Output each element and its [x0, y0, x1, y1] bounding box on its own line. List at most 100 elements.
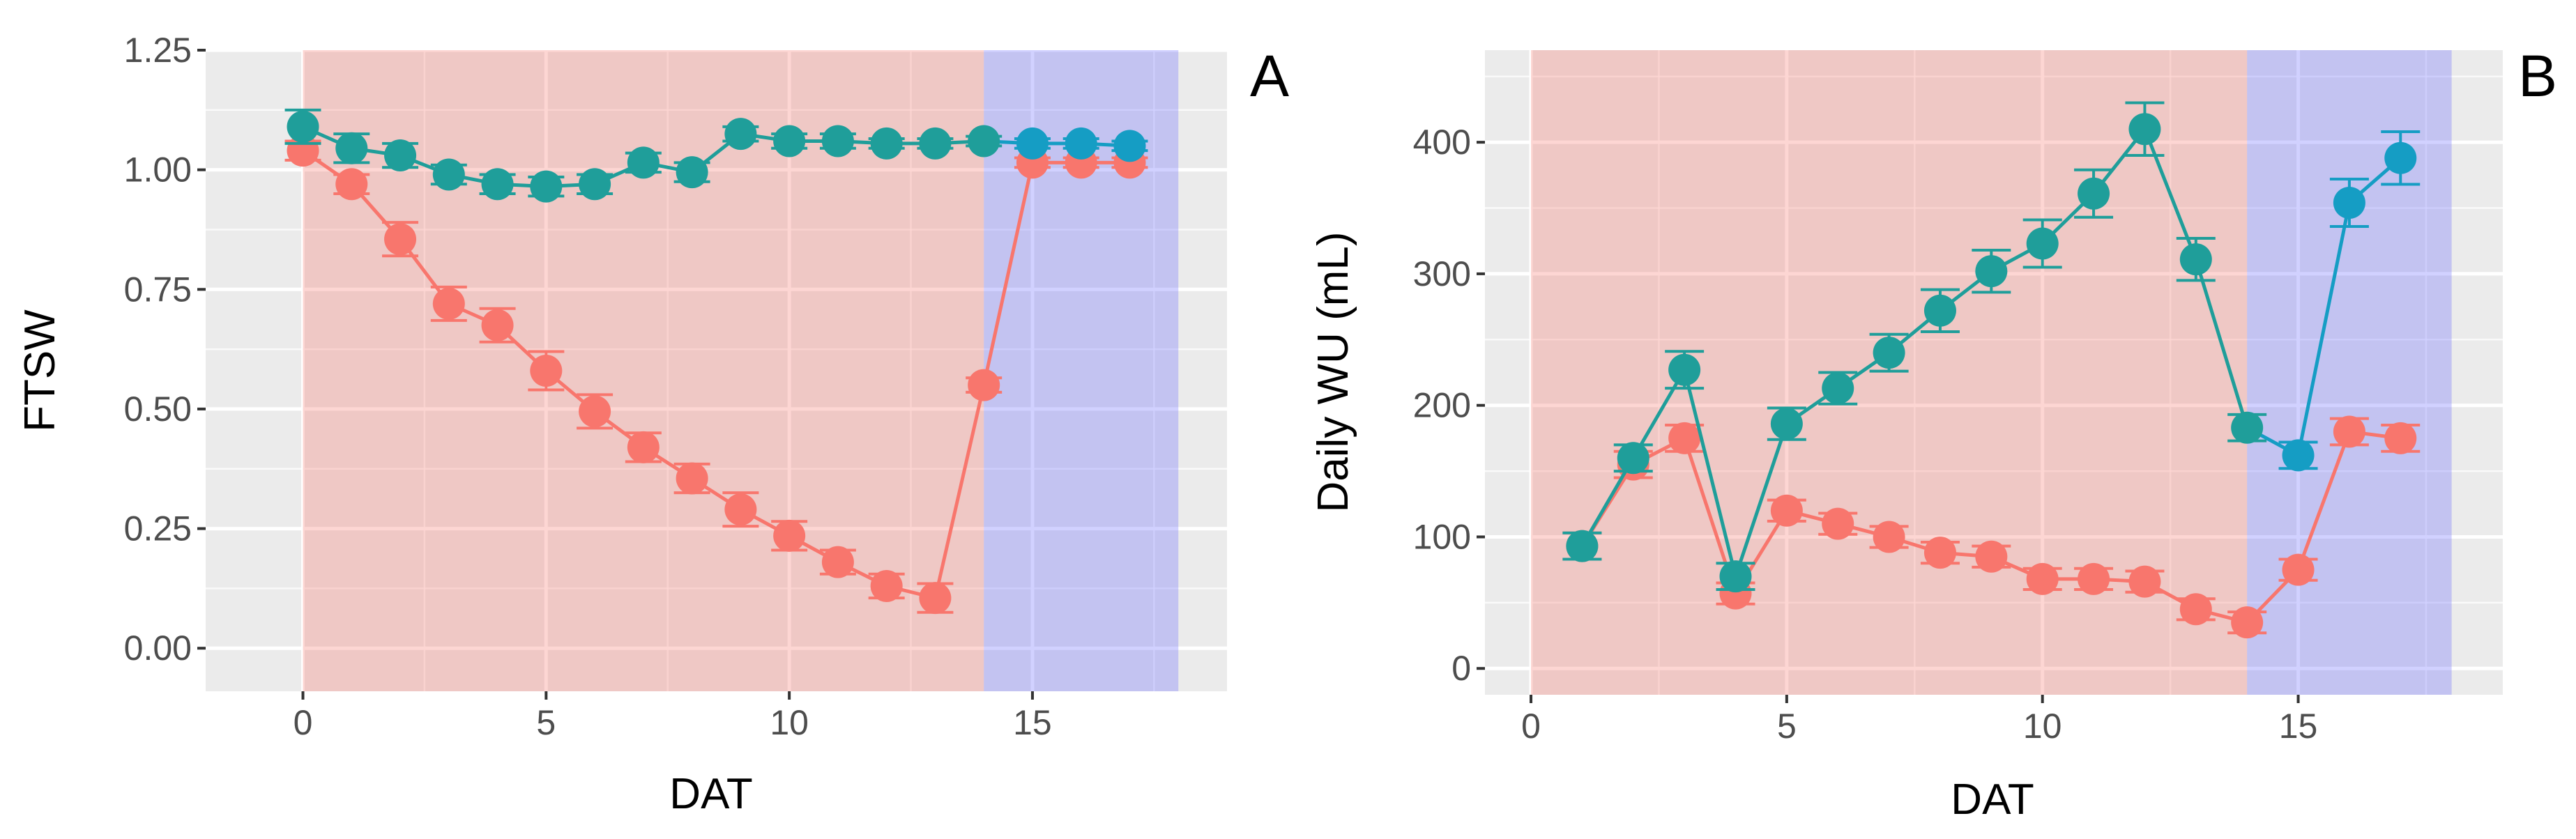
- stress-data-point: [579, 395, 611, 428]
- y-tick-label: 400: [1413, 123, 1471, 162]
- control-data-point: [2231, 411, 2264, 444]
- control-series-line: [1682, 369, 1737, 577]
- control-data-point: [1065, 127, 1097, 160]
- stress-data-point: [2282, 553, 2315, 586]
- y-tick-label: 0.25: [124, 509, 192, 548]
- panel-b-letter: B: [2518, 43, 2557, 109]
- stress-data-point: [432, 287, 465, 320]
- panel-b-series: [1562, 101, 2421, 639]
- stress-data-point: [335, 168, 368, 201]
- control-data-point: [676, 156, 708, 189]
- x-tick-label: 10: [770, 703, 809, 742]
- x-tick-label: 15: [1013, 703, 1052, 742]
- control-data-point: [530, 170, 563, 203]
- x-tick-label: 15: [2279, 707, 2318, 746]
- y-tick-label: 0: [1451, 649, 1471, 688]
- control-data-point: [1113, 130, 1146, 162]
- stress-data-point: [384, 223, 417, 256]
- control-data-point: [919, 127, 952, 160]
- control-data-point: [1016, 127, 1049, 160]
- y-tick-label: 1.00: [124, 151, 192, 190]
- panel-b: 0 100 200 300 400 0 5 10 15 DAT Daily WU (mL) B: [1309, 43, 2557, 824]
- control-data-point: [579, 168, 611, 201]
- y-tick-label: 200: [1413, 386, 1471, 425]
- panel-a-xlabel: DAT: [669, 770, 752, 818]
- x-tick-label: 0: [1521, 707, 1541, 746]
- stress-data-point: [968, 369, 1000, 401]
- panel-a-series: [284, 108, 1148, 615]
- control-data-point: [2078, 177, 2110, 210]
- stress-series-line: [2296, 431, 2352, 571]
- y-tick-label: 0.00: [124, 629, 192, 668]
- panel-b-ticks: 0 100 200 300 400 0 5 10 15: [1413, 123, 2318, 746]
- y-tick-label: 100: [1413, 517, 1471, 556]
- stress-data-point: [676, 462, 708, 495]
- control-data-point: [1873, 337, 1905, 369]
- control-data-point: [773, 125, 806, 157]
- stress-series-line: [933, 385, 986, 599]
- stress-data-point: [1822, 507, 1854, 540]
- control-data-point: [481, 168, 514, 201]
- stress-data-point: [2026, 562, 2059, 595]
- panel-a: 0.000.250.500.751.001.250 5 10 15 DAT FTSW …: [16, 31, 1289, 818]
- control-series-line: [1631, 369, 1686, 459]
- control-data-point: [2128, 113, 2161, 146]
- panel-a-background: [206, 50, 1227, 691]
- control-data-point: [1566, 530, 1599, 562]
- panel-b-xlabel: DAT: [1951, 776, 2034, 824]
- control-data-point: [1770, 408, 1803, 440]
- stress-data-point: [2384, 422, 2417, 454]
- x-tick-label: 5: [536, 703, 556, 742]
- x-tick-label: 5: [1777, 707, 1797, 746]
- y-tick-label: 300: [1413, 254, 1471, 293]
- control-data-point: [2282, 439, 2315, 472]
- y-tick-label: 0.75: [124, 270, 192, 309]
- panel-b-background: [1485, 50, 2503, 695]
- x-tick-label: 0: [294, 703, 313, 742]
- control-data-point: [432, 158, 465, 191]
- control-data-point: [2026, 227, 2059, 260]
- stress-data-point: [1975, 540, 2008, 573]
- panel-a-ylabel: FTSW: [16, 309, 64, 432]
- stress-data-point: [481, 309, 514, 341]
- stress-data-point: [919, 582, 952, 615]
- stress-data-point: [2179, 593, 2212, 626]
- stress-data-point: [1668, 422, 1701, 454]
- stress-data-point: [1873, 521, 1905, 553]
- stress-data-point: [1770, 494, 1803, 527]
- control-data-point: [870, 127, 903, 160]
- control-data-point: [1617, 442, 1649, 475]
- stress-data-point: [627, 431, 660, 463]
- panel-b-ylabel: Daily WU (mL): [1309, 232, 1357, 513]
- recovery-period-shading: [2247, 50, 2452, 695]
- stress-data-point: [724, 493, 757, 526]
- control-data-point: [1975, 255, 2008, 288]
- control-data-point: [2179, 243, 2212, 276]
- y-tick-label: 0.50: [124, 390, 192, 429]
- control-series-line: [1580, 456, 1635, 547]
- control-data-point: [335, 132, 368, 164]
- y-tick-label: 1.25: [124, 31, 192, 70]
- stress-data-point: [821, 546, 854, 578]
- control-data-point: [2333, 186, 2365, 219]
- x-tick-label: 10: [2023, 707, 2062, 746]
- stress-data-point: [2078, 562, 2110, 595]
- control-data-point: [1822, 372, 1854, 405]
- panel-a-letter: A: [1250, 43, 1289, 109]
- control-data-point: [627, 146, 660, 179]
- stress-series-line: [982, 162, 1035, 386]
- control-data-point: [821, 125, 854, 157]
- panel-b-grid: [1485, 50, 2503, 695]
- stress-data-point: [2333, 415, 2365, 448]
- control-series-line: [2194, 259, 2249, 429]
- stress-data-point: [870, 569, 903, 602]
- control-data-point: [1923, 294, 1956, 327]
- control-data-point: [968, 125, 1000, 157]
- control-data-point: [1668, 353, 1701, 386]
- stress-data-point: [530, 355, 563, 387]
- control-data-point: [2384, 141, 2417, 174]
- control-series-line: [2296, 202, 2352, 456]
- control-series-line: [1734, 423, 1789, 577]
- stress-data-point: [2231, 606, 2264, 639]
